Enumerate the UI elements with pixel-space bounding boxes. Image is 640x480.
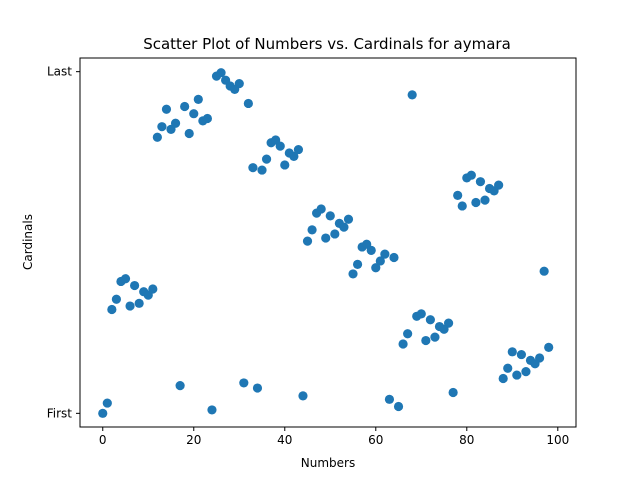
data-point xyxy=(466,170,476,180)
x-tick-label: 0 xyxy=(99,433,107,447)
data-point xyxy=(216,68,226,78)
data-point xyxy=(170,118,181,128)
data-point xyxy=(298,391,308,401)
data-point xyxy=(161,104,172,114)
data-point xyxy=(321,233,331,243)
data-point xyxy=(248,163,258,173)
data-point xyxy=(544,342,554,352)
x-axis-label: Numbers xyxy=(301,456,355,470)
data-point xyxy=(111,294,122,304)
data-point xyxy=(521,367,531,377)
data-point xyxy=(352,259,363,269)
data-point xyxy=(120,274,131,284)
data-point xyxy=(207,405,217,415)
data-point xyxy=(416,309,426,319)
data-point xyxy=(403,329,413,339)
data-point xyxy=(130,280,140,291)
data-point xyxy=(239,378,249,388)
data-point xyxy=(339,222,349,232)
data-point xyxy=(393,401,404,412)
data-point xyxy=(480,195,490,205)
data-point xyxy=(157,122,167,132)
x-tick-label: 20 xyxy=(186,433,201,447)
data-point xyxy=(498,373,508,384)
data-point xyxy=(471,197,481,208)
data-point xyxy=(180,101,190,112)
chart-title: Scatter Plot of Numbers vs. Cardinals fo… xyxy=(143,35,511,53)
data-point xyxy=(307,225,317,235)
data-point xyxy=(430,332,440,342)
data-point xyxy=(539,266,549,276)
data-point xyxy=(475,177,486,187)
data-point xyxy=(316,204,326,214)
data-point xyxy=(148,284,158,294)
data-point xyxy=(325,211,335,221)
data-point xyxy=(98,408,108,418)
x-tick-label: 100 xyxy=(546,433,569,447)
data-point xyxy=(102,398,112,408)
data-point xyxy=(507,347,517,357)
data-point xyxy=(512,370,522,380)
data-point xyxy=(348,269,358,279)
data-point xyxy=(371,263,381,273)
data-point xyxy=(175,381,185,391)
x-tick-label: 40 xyxy=(277,433,292,447)
data-point xyxy=(243,98,253,109)
y-axis: First Last xyxy=(47,65,80,420)
data-point xyxy=(293,144,304,155)
data-point xyxy=(234,79,244,89)
data-point xyxy=(343,214,354,224)
data-point xyxy=(375,256,385,266)
data-point xyxy=(257,165,267,175)
data-point xyxy=(125,301,135,311)
data-point xyxy=(384,394,395,404)
data-point xyxy=(457,201,467,211)
data-point xyxy=(302,236,313,246)
data-point xyxy=(516,349,526,360)
data-point xyxy=(407,90,417,100)
data-point xyxy=(280,160,290,170)
data-point xyxy=(184,128,194,139)
data-point xyxy=(380,249,390,259)
data-point xyxy=(503,363,513,373)
data-point xyxy=(202,113,213,124)
data-point xyxy=(330,229,340,239)
data-point xyxy=(398,339,408,349)
data-point xyxy=(448,387,458,398)
data-point xyxy=(443,318,454,328)
data-point xyxy=(189,109,199,119)
data-point xyxy=(453,190,463,200)
data-points xyxy=(98,68,554,418)
y-tick-label: Last xyxy=(47,65,72,79)
x-tick-label: 60 xyxy=(368,433,383,447)
data-point xyxy=(494,180,504,190)
data-point xyxy=(534,353,545,363)
data-point xyxy=(152,132,162,142)
plot-frame xyxy=(79,57,577,428)
data-point xyxy=(289,151,299,161)
data-point xyxy=(421,335,431,346)
y-tick-label: First xyxy=(47,406,73,420)
data-point xyxy=(134,298,144,308)
data-point xyxy=(389,252,399,263)
data-point xyxy=(425,315,435,325)
y-axis-label: Cardinals xyxy=(21,214,35,270)
data-point xyxy=(275,141,285,151)
data-point xyxy=(107,304,117,315)
data-point xyxy=(366,245,376,255)
x-axis: 0 20 40 60 80 100 xyxy=(99,427,569,447)
data-point xyxy=(261,154,272,164)
x-tick-label: 80 xyxy=(459,433,474,447)
data-point xyxy=(252,383,263,393)
data-point xyxy=(193,94,203,104)
